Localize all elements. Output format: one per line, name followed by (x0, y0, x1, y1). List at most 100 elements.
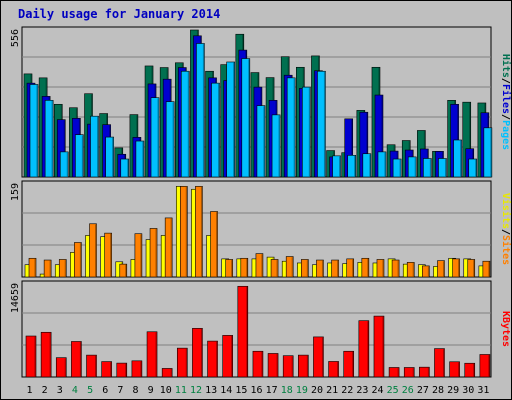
bar-sites-12 (195, 186, 203, 278)
bar-sites-7 (119, 263, 128, 278)
bar-kbytes-8 (131, 360, 143, 378)
x-tick-label: 8 (132, 385, 138, 396)
bar-pages-25-edge (399, 159, 401, 177)
bar-kbytes-28-edge (442, 349, 445, 377)
bar-kbytes-6 (101, 361, 112, 378)
bar-pages-13 (211, 82, 220, 178)
bar-sites-11 (179, 186, 188, 278)
bar-sites-28-edge (442, 261, 445, 277)
bar-pages-21 (332, 155, 341, 178)
y-max-label: 159 (10, 183, 21, 201)
bar-sites-22-edge (352, 259, 354, 277)
bar-sites-20-edge (321, 260, 324, 277)
bar-kbytes-27-edge (427, 367, 430, 377)
bar-pages-29-edge (460, 140, 462, 177)
x-tick-label: 26 (402, 385, 414, 396)
x-tick-label: 2 (42, 385, 48, 396)
bar-pages-2-edge (51, 100, 53, 177)
bar-sites-27 (422, 265, 430, 278)
bar-kbytes-19 (298, 354, 309, 378)
bar-sites-19 (301, 259, 309, 278)
bar-sites-17-edge (276, 260, 278, 277)
bar-sites-7-edge (125, 264, 127, 277)
bar-kbytes-23 (358, 320, 370, 378)
bar-pages-11 (180, 70, 190, 178)
bar-kbytes-10 (161, 368, 173, 378)
bar-pages-4 (75, 134, 84, 178)
bar-sites-8 (134, 233, 143, 278)
bar-files-22-edge (351, 119, 353, 177)
bar-pages-6-edge (112, 137, 114, 177)
bar-kbytes-30-edge (473, 363, 475, 377)
x-tick-label: 16 (250, 385, 262, 396)
bar-kbytes-14 (222, 335, 233, 378)
bar-kbytes-31-edge (488, 355, 490, 377)
bar-sites-25-edge (397, 260, 399, 277)
bar-sites-9 (149, 228, 158, 278)
bar-pages-28 (438, 158, 447, 178)
bar-kbytes-7 (116, 362, 128, 378)
bar-kbytes-27 (419, 366, 430, 378)
bar-sites-22 (346, 258, 355, 278)
x-tick-label: 22 (341, 385, 353, 396)
bar-files-23-edge (366, 112, 368, 177)
x-tick-label: 13 (205, 385, 217, 396)
bar-pages-24 (377, 151, 387, 178)
bar-pages-15-edge (248, 59, 250, 177)
bar-sites-10-edge (170, 218, 172, 277)
bar-kbytes-13-edge (216, 341, 218, 377)
bar-kbytes-16 (252, 350, 264, 378)
bar-kbytes-25-edge (397, 368, 399, 377)
bar-pages-27 (423, 158, 432, 178)
x-tick-label: 30 (462, 385, 474, 396)
x-tick-label: 17 (266, 385, 278, 396)
bar-kbytes-7-edge (125, 363, 127, 377)
x-tick-label: 4 (72, 385, 78, 396)
bar-pages-18 (286, 77, 296, 178)
bar-sites-2 (43, 259, 52, 278)
bar-sites-1 (28, 257, 37, 278)
bar-kbytes-9-edge (155, 332, 157, 377)
bar-pages-22-edge (354, 155, 356, 177)
x-tick-label: 25 (387, 385, 399, 396)
bar-kbytes-23-edge (367, 321, 369, 377)
bar-pages-12-edge (202, 44, 205, 177)
bar-kbytes-13 (207, 340, 218, 378)
bar-sites-30 (467, 259, 476, 278)
bar-sites-5-edge (95, 224, 97, 277)
x-tick-label: 29 (447, 385, 459, 396)
bar-sites-10 (164, 217, 173, 278)
bar-kbytes-30 (464, 362, 476, 378)
bar-pages-9-edge (157, 98, 159, 177)
bar-kbytes-9 (146, 331, 158, 378)
bar-pages-14 (226, 61, 235, 178)
bar-pages-5-edge (97, 116, 99, 177)
bar-kbytes-20-edge (321, 337, 324, 377)
x-tick-label: 19 (296, 385, 308, 396)
bar-pages-20-edge (323, 71, 326, 177)
x-tick-label: 21 (326, 385, 338, 396)
bar-sites-15-edge (246, 258, 248, 277)
bar-pages-1-edge (36, 85, 38, 177)
bar-pages-9 (150, 97, 160, 178)
bar-sites-6 (104, 232, 112, 278)
bar-kbytes-1 (25, 335, 37, 378)
bar-kbytes-15 (237, 285, 249, 378)
bar-kbytes-20 (313, 336, 324, 378)
bar-kbytes-17 (267, 353, 279, 378)
bar-pages-16 (256, 105, 266, 178)
x-tick-label: 23 (356, 385, 368, 396)
x-tick-label: 15 (235, 385, 247, 396)
bar-sites-4-edge (79, 243, 82, 277)
bar-kbytes-11-edge (185, 348, 187, 377)
bar-pages-1 (29, 84, 39, 178)
bar-pages-5 (90, 115, 99, 178)
bar-kbytes-6-edge (110, 362, 112, 377)
x-tick-label: 1 (27, 385, 33, 396)
bar-files-24-edge (381, 95, 383, 177)
chart-title: Daily usage for January 2014 (18, 7, 221, 21)
bar-pages-17 (271, 114, 281, 178)
bar-kbytes-25 (388, 367, 400, 378)
bar-pages-12 (196, 43, 205, 178)
